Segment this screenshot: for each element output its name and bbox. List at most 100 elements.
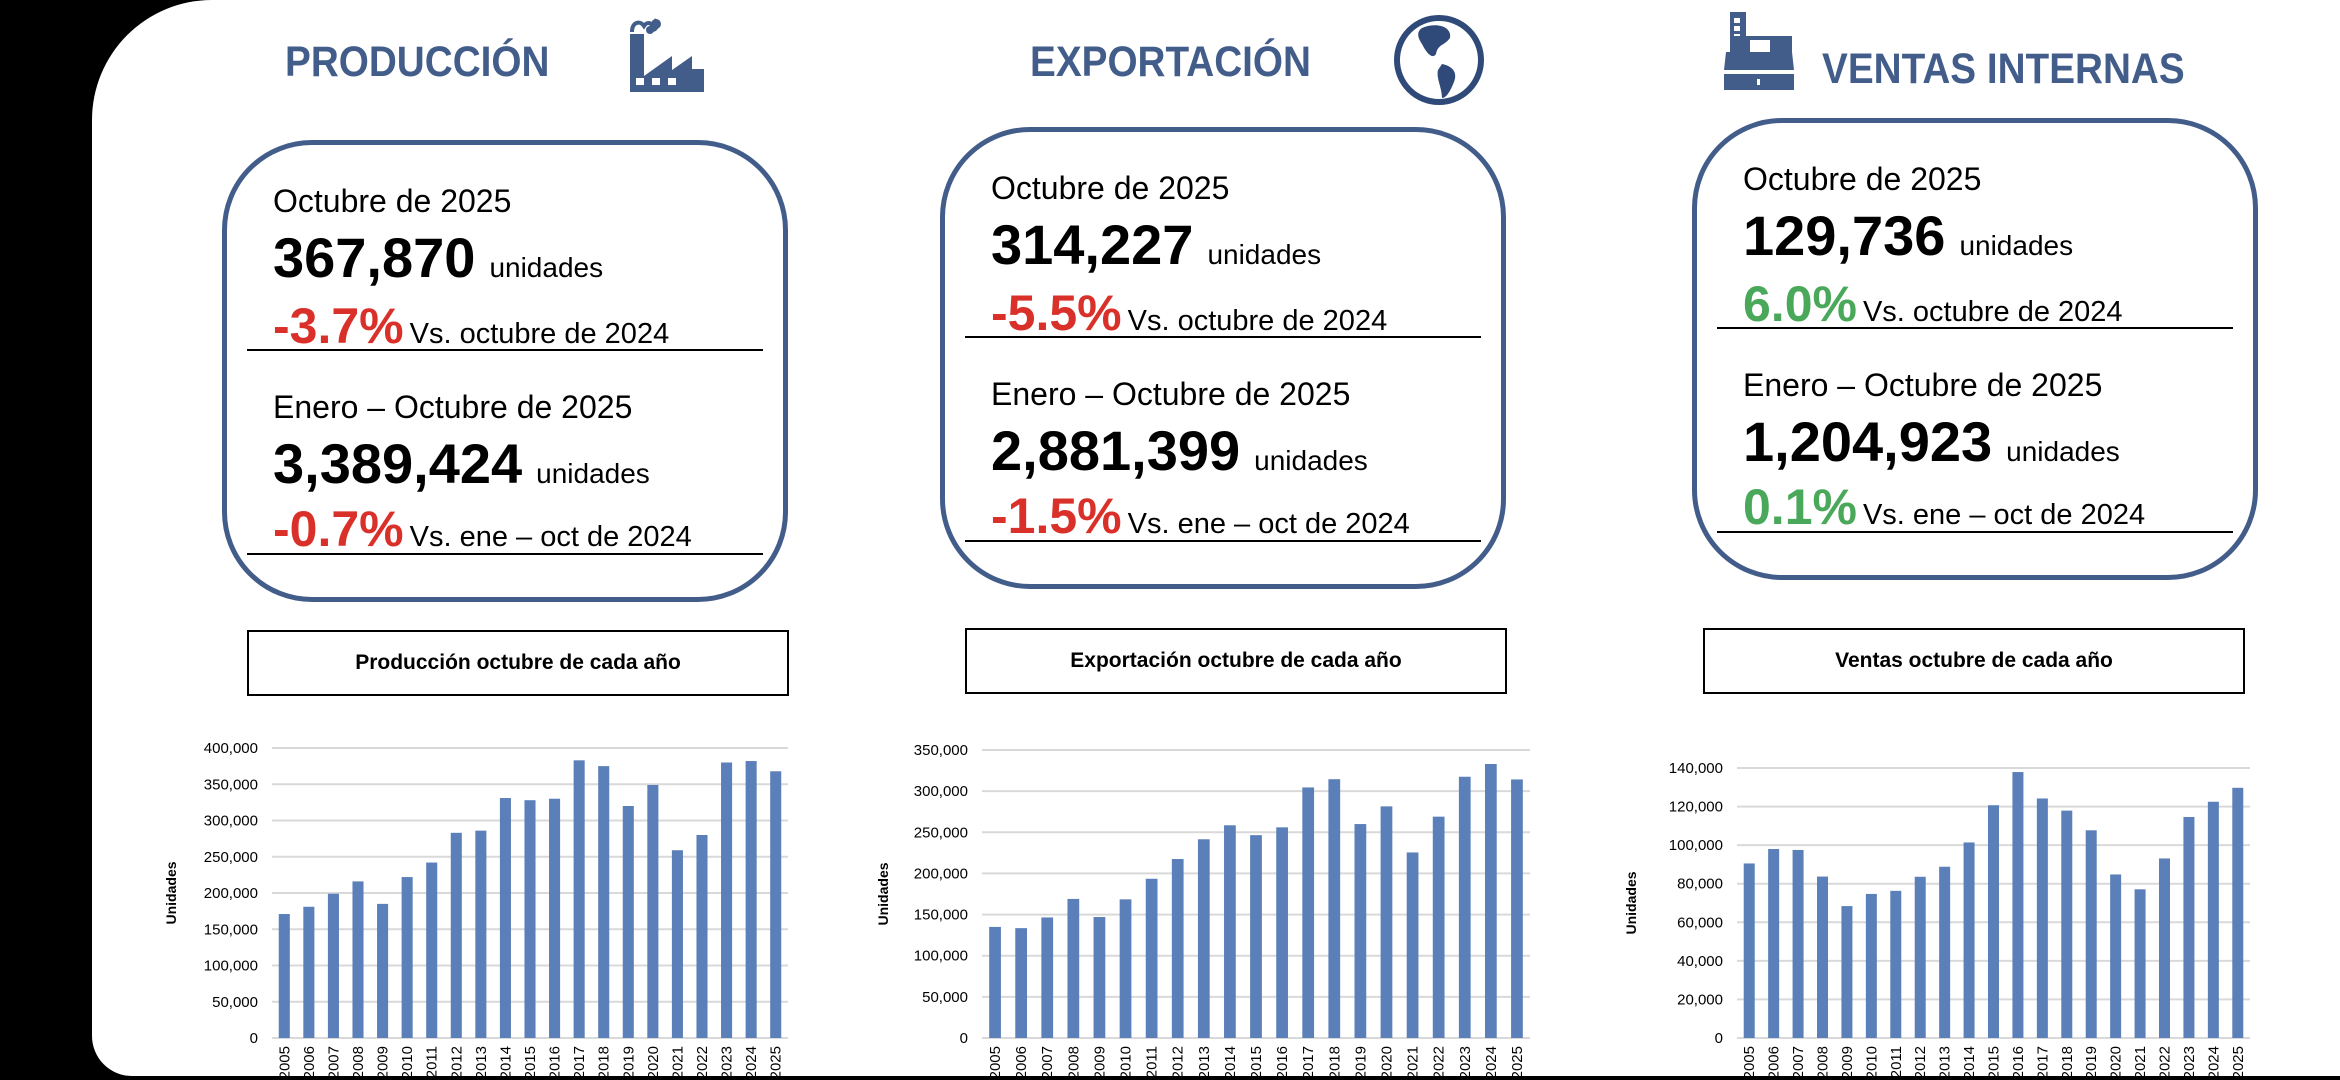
x-tick-label: 2015 bbox=[1986, 1046, 2003, 1079]
bar bbox=[622, 806, 634, 1038]
bar bbox=[770, 771, 782, 1038]
month-change: -5.5% bbox=[991, 285, 1122, 341]
x-tick-label: 2011 bbox=[1144, 1046, 1161, 1078]
y-tick-label: 20,000 bbox=[1677, 991, 1723, 1008]
bar bbox=[426, 862, 438, 1038]
x-tick-label: 2013 bbox=[1937, 1046, 1954, 1079]
y-axis-label: Unidades bbox=[163, 861, 179, 924]
bar bbox=[745, 761, 757, 1038]
bar bbox=[1224, 825, 1236, 1038]
x-tick-label: 2006 bbox=[301, 1046, 318, 1079]
bar bbox=[303, 906, 315, 1038]
x-tick-label: 2008 bbox=[1815, 1046, 1832, 1079]
ytd-change: -1.5% bbox=[991, 488, 1122, 544]
y-tick-label: 50,000 bbox=[922, 989, 968, 1006]
x-tick-label: 2007 bbox=[325, 1046, 342, 1079]
x-tick-label: 2022 bbox=[2157, 1046, 2174, 1079]
unit-label: unidades bbox=[1254, 445, 1368, 476]
month-value: 129,736 bbox=[1743, 204, 1946, 267]
x-tick-label: 2025 bbox=[2230, 1046, 2247, 1079]
divider bbox=[1717, 327, 2233, 329]
month-label: Octubre de 2025 bbox=[273, 183, 512, 219]
bar bbox=[573, 760, 585, 1038]
bar bbox=[1093, 917, 1106, 1038]
x-tick-label: 2025 bbox=[768, 1046, 785, 1079]
x-tick-label: 2013 bbox=[1196, 1046, 1213, 1079]
bar bbox=[2232, 787, 2244, 1038]
y-tick-label: 100,000 bbox=[1669, 837, 1723, 854]
x-tick-label: 2016 bbox=[547, 1046, 564, 1079]
x-tick-label: 2024 bbox=[743, 1046, 760, 1079]
bar bbox=[475, 830, 487, 1038]
bar bbox=[1792, 849, 1804, 1038]
x-tick-label: 2020 bbox=[645, 1046, 662, 1079]
bar bbox=[989, 926, 1001, 1038]
x-tick-label: 2005 bbox=[1741, 1046, 1758, 1079]
ytd-vs-label: Vs. ene – oct de 2024 bbox=[1862, 499, 2146, 531]
ytd-label: Enero – Octubre de 2025 bbox=[1743, 367, 2103, 403]
y-tick-label: 200,000 bbox=[914, 865, 968, 882]
bar bbox=[352, 881, 364, 1038]
unit-label: unidades bbox=[489, 252, 604, 283]
factory-icon bbox=[630, 18, 704, 92]
x-tick-label: 2018 bbox=[1326, 1046, 1343, 1079]
divider bbox=[247, 553, 763, 555]
y-tick-label: 100,000 bbox=[204, 958, 258, 975]
y-tick-label: 100,000 bbox=[914, 948, 968, 965]
x-tick-label: 2016 bbox=[2010, 1046, 2027, 1079]
bar bbox=[647, 784, 659, 1038]
y-tick-label: 350,000 bbox=[204, 776, 258, 793]
x-tick-label: 2005 bbox=[987, 1046, 1004, 1079]
bar bbox=[1328, 779, 1341, 1038]
unit-label: unidades bbox=[2006, 436, 2120, 467]
month-value: 314,227 bbox=[991, 213, 1194, 276]
bar bbox=[2134, 889, 2146, 1038]
cash-register-icon bbox=[1724, 12, 1794, 90]
bar bbox=[2183, 816, 2195, 1038]
bar bbox=[696, 835, 708, 1038]
y-tick-label: 60,000 bbox=[1677, 914, 1723, 931]
ytd-vs-label: Vs. ene – oct de 2024 bbox=[409, 521, 692, 553]
x-tick-label: 2008 bbox=[350, 1046, 367, 1079]
x-tick-label: 2017 bbox=[571, 1046, 588, 1079]
bar bbox=[1768, 849, 1780, 1038]
bar bbox=[1939, 866, 1951, 1038]
bar bbox=[549, 798, 561, 1038]
y-tick-label: 250,000 bbox=[204, 849, 258, 866]
ytd-change: -0.7% bbox=[273, 501, 404, 557]
x-tick-label: 2023 bbox=[2181, 1046, 2198, 1079]
y-tick-label: 140,000 bbox=[1669, 760, 1723, 777]
divider bbox=[965, 336, 1481, 338]
globe-icon bbox=[1394, 15, 1484, 105]
x-tick-label: 2010 bbox=[1118, 1046, 1135, 1079]
x-tick-label: 2021 bbox=[1405, 1046, 1422, 1079]
ytd-value: 3,389,424 bbox=[273, 432, 523, 495]
bar bbox=[1015, 928, 1028, 1038]
x-tick-label: 2005 bbox=[276, 1046, 293, 1079]
x-tick-label: 2015 bbox=[1248, 1046, 1265, 1079]
ytd-label: Enero – Octubre de 2025 bbox=[273, 389, 633, 425]
y-tick-label: 300,000 bbox=[914, 783, 968, 800]
bar bbox=[1743, 863, 1755, 1038]
unit-label: unidades bbox=[1207, 239, 1322, 270]
month-value: 367,870 bbox=[273, 226, 476, 289]
x-tick-label: 2011 bbox=[1888, 1046, 1905, 1078]
x-tick-label: 2008 bbox=[1065, 1046, 1082, 1079]
x-tick-label: 2007 bbox=[1790, 1046, 1807, 1079]
x-tick-label: 2020 bbox=[1378, 1046, 1395, 1079]
bar bbox=[1841, 906, 1853, 1038]
month-label: Octubre de 2025 bbox=[991, 170, 1230, 206]
x-tick-label: 2019 bbox=[2083, 1046, 2100, 1079]
bar bbox=[1354, 824, 1367, 1038]
y-tick-label: 0 bbox=[960, 1030, 968, 1047]
bar bbox=[1145, 878, 1158, 1038]
x-tick-label: 2006 bbox=[1766, 1046, 1783, 1079]
y-tick-label: 120,000 bbox=[1669, 799, 1723, 816]
x-tick-label: 2022 bbox=[694, 1046, 711, 1079]
y-axis-label: Unidades bbox=[875, 862, 891, 925]
x-tick-label: 2012 bbox=[448, 1046, 465, 1079]
x-tick-label: 2006 bbox=[1013, 1046, 1030, 1079]
bar bbox=[2207, 801, 2219, 1038]
ytd-change: 0.1% bbox=[1743, 479, 1857, 535]
